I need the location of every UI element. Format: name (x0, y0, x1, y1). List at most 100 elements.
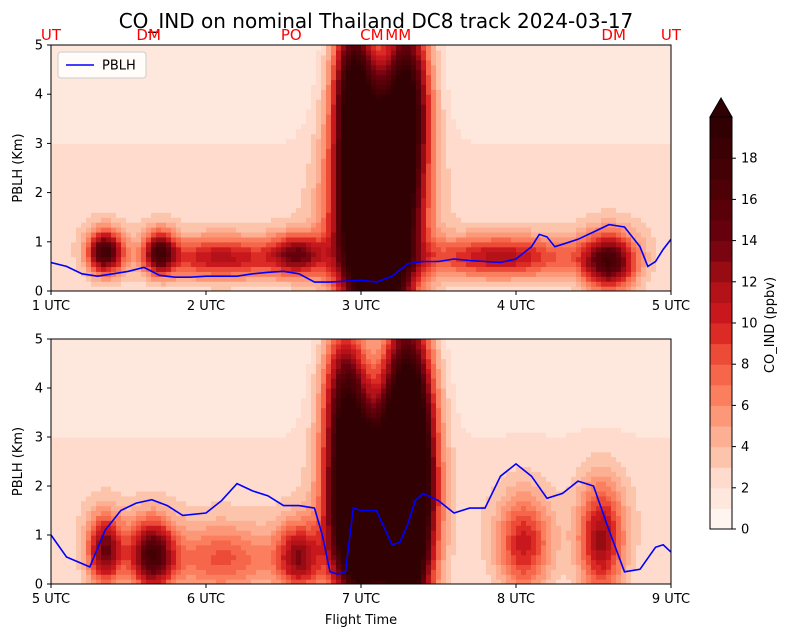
field-cell (506, 49, 512, 56)
field-cell (311, 227, 317, 233)
field-cell (126, 89, 132, 95)
field-cell (316, 236, 322, 243)
field-cell (511, 187, 517, 194)
field-cell (291, 99, 297, 105)
field-cell (421, 197, 427, 204)
field-cell (516, 241, 522, 248)
field-cell (161, 123, 167, 130)
field-cell (106, 113, 112, 120)
field-cell (321, 261, 327, 267)
field-cell (86, 222, 92, 228)
field-cell (291, 256, 297, 263)
field-cell (66, 286, 72, 291)
field-cell (236, 251, 242, 258)
field-cell (351, 108, 357, 115)
field-cell (466, 187, 472, 194)
field-cell (341, 69, 347, 76)
field-cell (431, 271, 437, 277)
field-cell (486, 69, 492, 76)
field-cell (406, 45, 412, 51)
field-cell (306, 84, 312, 90)
field-cell (106, 281, 112, 287)
field-cell (136, 99, 142, 105)
field-cell (471, 163, 477, 169)
field-cell (151, 172, 157, 179)
field-cell (261, 222, 267, 228)
field-cell (521, 133, 527, 140)
field-cell (486, 64, 492, 71)
field-cell (486, 251, 492, 258)
field-cell (256, 281, 262, 287)
field-cell (146, 256, 152, 263)
field-cell (266, 172, 272, 179)
field-cell (441, 79, 447, 85)
field-cell (501, 246, 507, 253)
field-cell (381, 45, 387, 51)
field-cell (296, 84, 302, 90)
field-cell (251, 266, 257, 272)
field-cell (501, 153, 507, 159)
field-cell (396, 256, 402, 263)
field-cell (371, 133, 377, 140)
field-cell (546, 113, 552, 120)
field-cell (336, 261, 342, 267)
field-cell (531, 231, 537, 238)
field-cell (471, 281, 477, 287)
field-cell (111, 207, 117, 213)
field-cell (376, 89, 382, 95)
field-cell (131, 182, 137, 189)
field-cell (526, 187, 532, 194)
field-cell (456, 236, 462, 243)
field-cell (336, 89, 342, 95)
field-cell (421, 94, 427, 100)
field-cell (311, 168, 317, 174)
field-cell (331, 212, 337, 218)
field-cell (296, 45, 302, 51)
field-cell (536, 133, 542, 140)
field-cell (296, 113, 302, 120)
field-cell (336, 281, 342, 287)
field-cell (321, 45, 327, 51)
field-cell (316, 148, 322, 154)
field-cell (481, 256, 487, 263)
field-cell (536, 246, 542, 253)
field-cell (411, 108, 417, 115)
field-cell (151, 187, 157, 194)
field-cell (466, 271, 472, 277)
field-cell (336, 236, 342, 243)
field-cell (481, 217, 487, 223)
field-cell (221, 54, 227, 61)
field-cell (96, 163, 102, 169)
field-cell (251, 49, 257, 56)
field-cell (406, 138, 412, 144)
field-cell (321, 217, 327, 223)
field-cell (236, 143, 242, 149)
field-cell (426, 69, 432, 76)
field-cell (146, 236, 152, 243)
field-cell (496, 49, 502, 56)
field-cell (546, 227, 552, 233)
field-cell (361, 236, 367, 243)
field-cell (256, 276, 262, 282)
field-cell (536, 256, 542, 263)
field-cell (481, 69, 487, 76)
field-cell (516, 158, 522, 164)
field-cell (431, 168, 437, 174)
field-cell (166, 84, 172, 90)
field-cell (546, 104, 552, 110)
field-cell (116, 133, 122, 140)
field-cell (141, 94, 147, 100)
field-cell (226, 212, 232, 218)
field-cell (336, 276, 342, 282)
field-cell (446, 207, 452, 213)
field-cell (176, 148, 182, 154)
field-cell (136, 177, 142, 184)
field-cell (66, 202, 72, 208)
field-cell (456, 118, 462, 125)
field-cell (166, 94, 172, 100)
field-cell (506, 99, 512, 105)
field-cell (136, 246, 142, 253)
field-cell (356, 108, 362, 115)
field-cell (491, 128, 497, 135)
field-cell (281, 74, 287, 81)
